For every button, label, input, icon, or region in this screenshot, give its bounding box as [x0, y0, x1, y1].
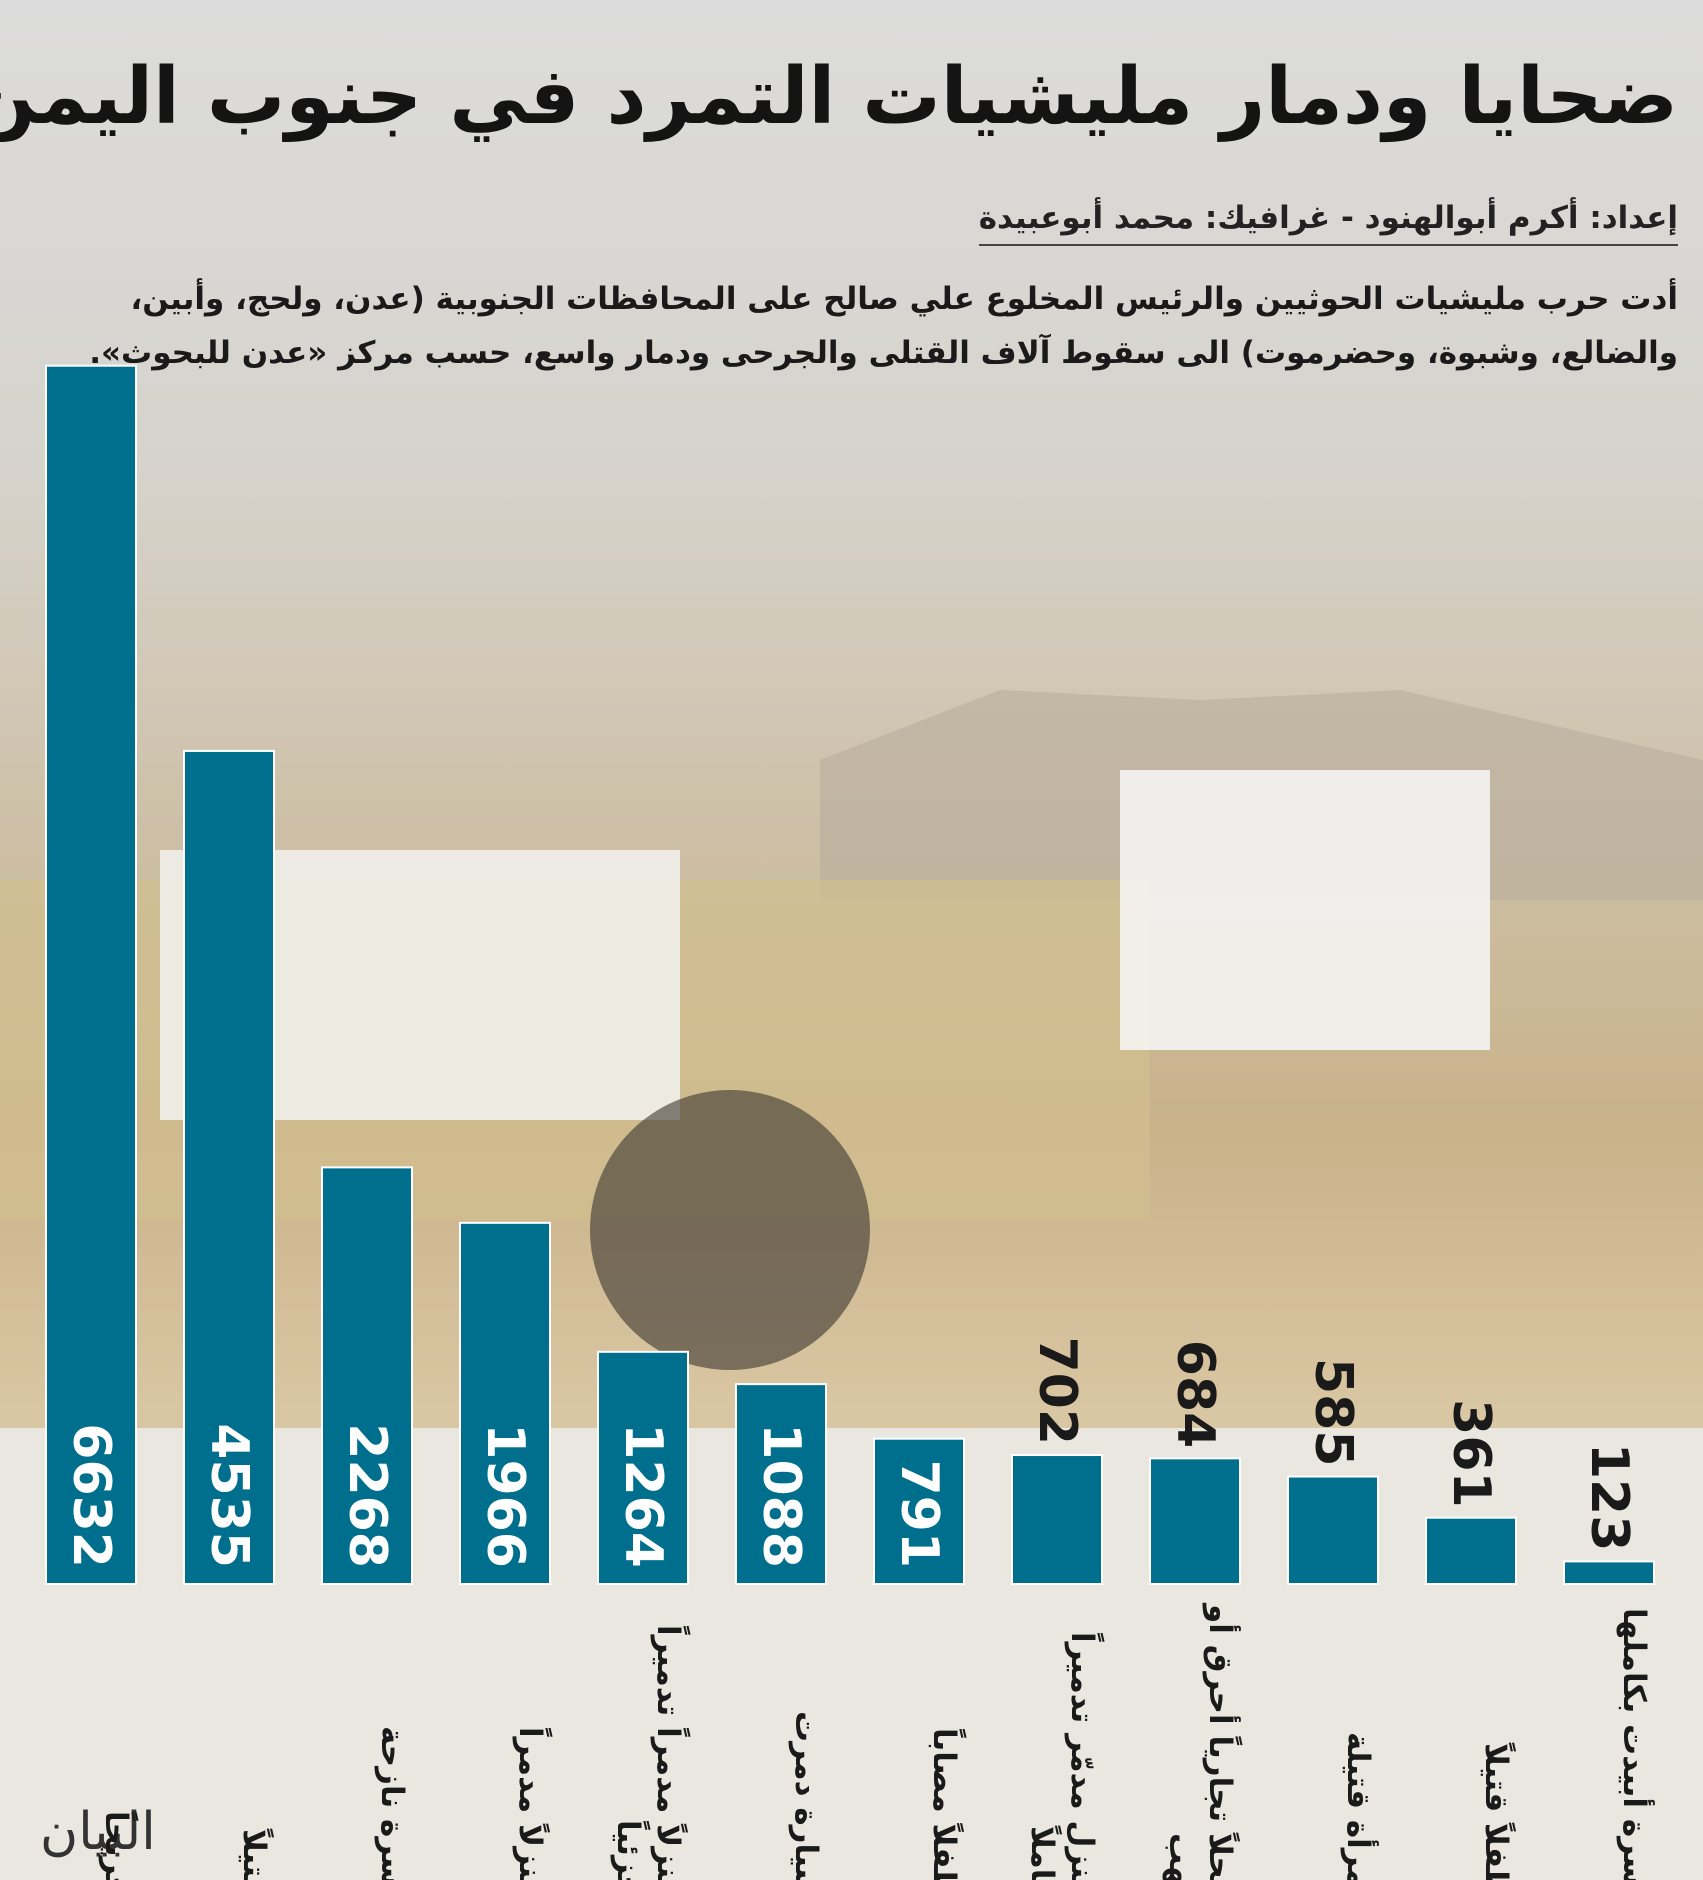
- bar: [1425, 1516, 1517, 1586]
- value-label: 6632: [61, 1423, 121, 1568]
- value-label: 361: [1441, 1399, 1501, 1508]
- category-label: جريحاً: [98, 1810, 134, 1880]
- category-label: قتيلاً: [236, 1828, 272, 1880]
- category-label: طفلاً قتيلاً: [1478, 1743, 1514, 1880]
- bar: [873, 1437, 965, 1586]
- category-label: منزلاً مدمراً تدميراً جزئياً: [610, 1624, 686, 1880]
- category-label: طفلاً مصاباً: [926, 1727, 962, 1880]
- bottom-band: [0, 1428, 1703, 1880]
- credit: إعداد: أكرم أبوالهنود - غرافيك: محمد أبو…: [978, 200, 1678, 246]
- value-label: 684: [1165, 1340, 1225, 1449]
- category-label: أسرة أبيدت بكاملها: [1616, 1608, 1652, 1880]
- category-label: امرأة قتيلة: [1340, 1732, 1376, 1880]
- bar: [597, 1350, 689, 1586]
- description: أدت حرب مليشيات الحوثيين والرئيس المخلوع…: [89, 281, 1678, 371]
- bar: [1287, 1475, 1379, 1586]
- value-label: 1966: [475, 1423, 535, 1568]
- category-label: منزل مدمّر تدميراً كاملاً: [1024, 1631, 1100, 1880]
- value-label: 123: [1579, 1443, 1639, 1552]
- title: ضحايا ودمار مليشيات التمرد في جنوب اليمن: [0, 52, 1678, 142]
- logo: البيان: [40, 1802, 156, 1862]
- bar: [1149, 1457, 1241, 1586]
- category-label: سيارة دمرت: [788, 1710, 824, 1880]
- value-label: 2268: [337, 1423, 397, 1568]
- value-label: 1264: [613, 1423, 673, 1568]
- category-label: منزلاً مدمراً: [512, 1726, 548, 1880]
- bar: [459, 1221, 551, 1586]
- value-label: 702: [1027, 1336, 1087, 1445]
- value-label: 4535: [199, 1423, 259, 1568]
- bar: [735, 1383, 827, 1585]
- category-label: محلاً تجارياً أحرق أو نهب: [1162, 1603, 1238, 1880]
- bar: [1011, 1454, 1103, 1585]
- wheel: [590, 1090, 870, 1370]
- bar: [1563, 1560, 1655, 1586]
- bar: [45, 364, 137, 1585]
- value-label: 585: [1303, 1358, 1363, 1467]
- value-label: 791: [889, 1459, 949, 1568]
- category-label: أسرة نازحة: [374, 1726, 410, 1880]
- bar: [321, 1166, 413, 1585]
- box: [1120, 770, 1490, 1050]
- bar: [183, 749, 275, 1585]
- value-label: 1088: [751, 1423, 811, 1568]
